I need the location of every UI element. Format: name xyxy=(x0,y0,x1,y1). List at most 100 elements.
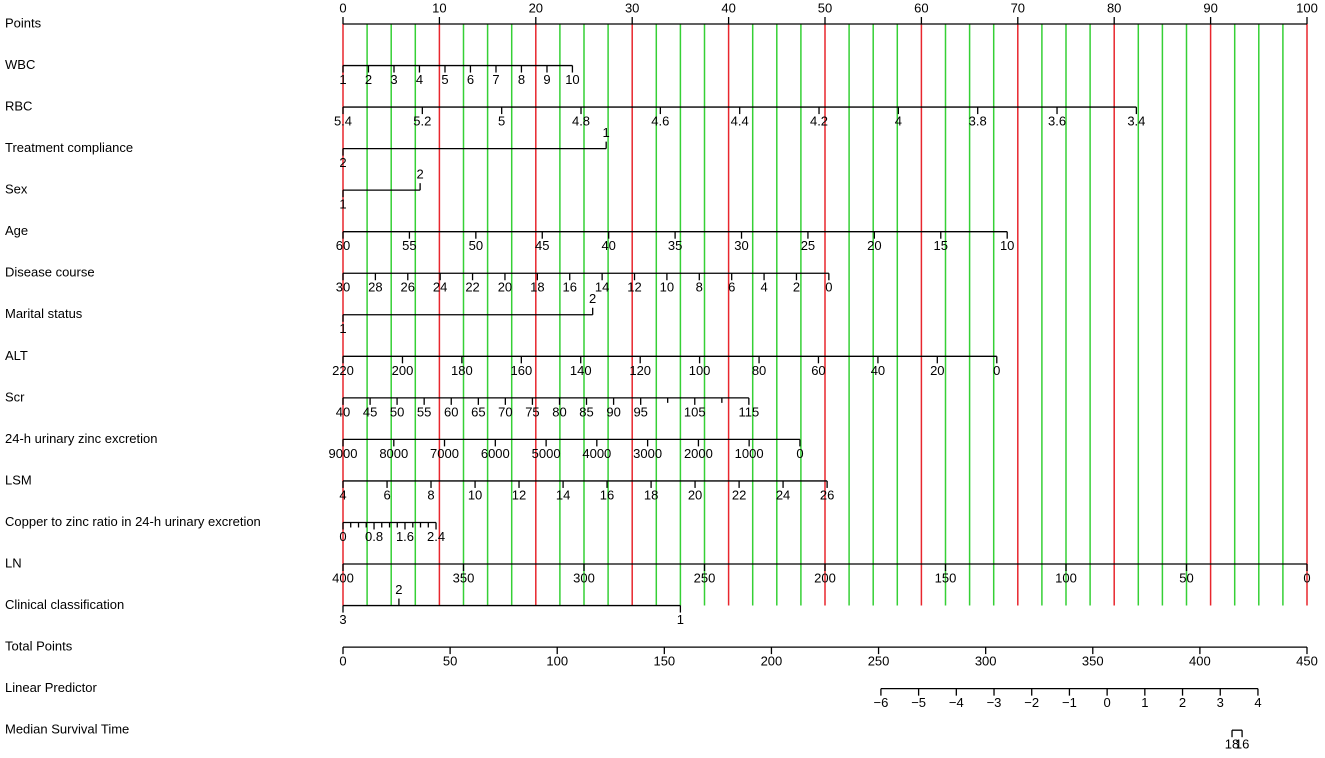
tick-label: 40 xyxy=(601,238,615,253)
tick-label: 26 xyxy=(820,487,834,502)
tick-label: 0 xyxy=(1104,695,1111,710)
tick-label: 20 xyxy=(498,280,512,295)
tick-label: 10 xyxy=(1000,238,1014,253)
tick-label: 5000 xyxy=(532,446,561,461)
row-name: 24-h urinary zinc excretion xyxy=(5,431,157,446)
tick-label: 20 xyxy=(688,487,702,502)
tick-label: 0 xyxy=(1303,570,1310,585)
tick-label: 10 xyxy=(432,0,446,15)
tick-label: 3.6 xyxy=(1048,114,1066,129)
row-name: Disease course xyxy=(5,265,95,280)
tick-label: 7 xyxy=(492,72,499,87)
tick-label: 120 xyxy=(629,363,651,378)
tick-label: 250 xyxy=(868,654,890,669)
tick-label: 55 xyxy=(417,404,431,419)
row-name: LSM xyxy=(5,472,32,487)
tick-label: 80 xyxy=(1107,0,1121,15)
row-name: LN xyxy=(5,555,22,570)
tick-label: 60 xyxy=(444,404,458,419)
row-name: ALT xyxy=(5,348,28,363)
tick-label: 2 xyxy=(1179,695,1186,710)
tick-label: 55 xyxy=(402,238,416,253)
tick-label: 1 xyxy=(603,125,610,140)
tick-label: 22 xyxy=(732,487,746,502)
tick-label: 80 xyxy=(752,363,766,378)
row-name: Scr xyxy=(5,389,25,404)
tick-label: −1 xyxy=(1062,695,1077,710)
tick-label: 4 xyxy=(895,114,902,129)
tick-label: 75 xyxy=(525,404,539,419)
row-name: RBC xyxy=(5,99,32,114)
tick-label: 16 xyxy=(1235,737,1249,752)
tick-label: 70 xyxy=(1011,0,1025,15)
tick-label: 50 xyxy=(390,404,404,419)
tick-label: 150 xyxy=(653,654,675,669)
tick-label: 95 xyxy=(633,404,647,419)
tick-label: 180 xyxy=(451,363,473,378)
tick-label: 4 xyxy=(760,280,767,295)
tick-label: 12 xyxy=(627,280,641,295)
tick-label: 4 xyxy=(416,72,423,87)
tick-label: 2 xyxy=(417,167,424,182)
tick-label: 22 xyxy=(465,280,479,295)
tick-label: 1 xyxy=(677,612,684,627)
tick-label: 40 xyxy=(721,0,735,15)
tick-label: 16 xyxy=(600,487,614,502)
tick-label: −3 xyxy=(987,695,1002,710)
tick-label: 400 xyxy=(332,570,354,585)
tick-label: 0 xyxy=(339,654,346,669)
tick-label: 70 xyxy=(498,404,512,419)
tick-label: 50 xyxy=(818,0,832,15)
tick-label: 18 xyxy=(1225,737,1239,752)
tick-label: 350 xyxy=(453,570,475,585)
tick-label: −2 xyxy=(1024,695,1039,710)
tick-label: 3.4 xyxy=(1127,114,1145,129)
tick-label: 140 xyxy=(570,363,592,378)
tick-label: 50 xyxy=(469,238,483,253)
tick-label: 26 xyxy=(401,280,415,295)
tick-label: 8 xyxy=(696,280,703,295)
tick-label: 2 xyxy=(339,155,346,170)
tick-label: 30 xyxy=(625,0,639,15)
tick-label: 2000 xyxy=(684,446,713,461)
tick-label: 0 xyxy=(796,446,803,461)
tick-label: 30 xyxy=(734,238,748,253)
tick-label: 14 xyxy=(556,487,570,502)
tick-label: 1000 xyxy=(735,446,764,461)
tick-label: 18 xyxy=(530,280,544,295)
tick-label: 20 xyxy=(529,0,543,15)
tick-label: 25 xyxy=(801,238,815,253)
axis-name: Total Points xyxy=(5,639,73,654)
tick-label: 3 xyxy=(339,612,346,627)
tick-label: 8 xyxy=(427,487,434,502)
tick-label: 8 xyxy=(518,72,525,87)
tick-label: 350 xyxy=(1082,654,1104,669)
tick-label: 14 xyxy=(595,280,609,295)
tick-label: 6 xyxy=(383,487,390,502)
tick-label: 6 xyxy=(728,280,735,295)
tick-label: 4.8 xyxy=(572,114,590,129)
tick-label: 3 xyxy=(1217,695,1224,710)
tick-label: 10 xyxy=(660,280,674,295)
tick-label: 10 xyxy=(565,72,579,87)
tick-label: 200 xyxy=(814,570,836,585)
tick-label: 300 xyxy=(975,654,997,669)
row-name: Age xyxy=(5,223,28,238)
tick-label: 200 xyxy=(761,654,783,669)
row-name: WBC xyxy=(5,57,35,72)
tick-label: 18 xyxy=(644,487,658,502)
tick-label: 60 xyxy=(811,363,825,378)
tick-label: 100 xyxy=(1055,570,1077,585)
tick-label: 6 xyxy=(467,72,474,87)
row-name: Marital status xyxy=(5,306,83,321)
tick-label: 5 xyxy=(441,72,448,87)
tick-label: 10 xyxy=(468,487,482,502)
tick-label: 1 xyxy=(339,197,346,212)
tick-label: 7000 xyxy=(430,446,459,461)
tick-label: 28 xyxy=(368,280,382,295)
tick-label: 1 xyxy=(339,72,346,87)
tick-label: 250 xyxy=(694,570,716,585)
tick-label: 2 xyxy=(589,291,596,306)
tick-label: 105 xyxy=(684,404,706,419)
